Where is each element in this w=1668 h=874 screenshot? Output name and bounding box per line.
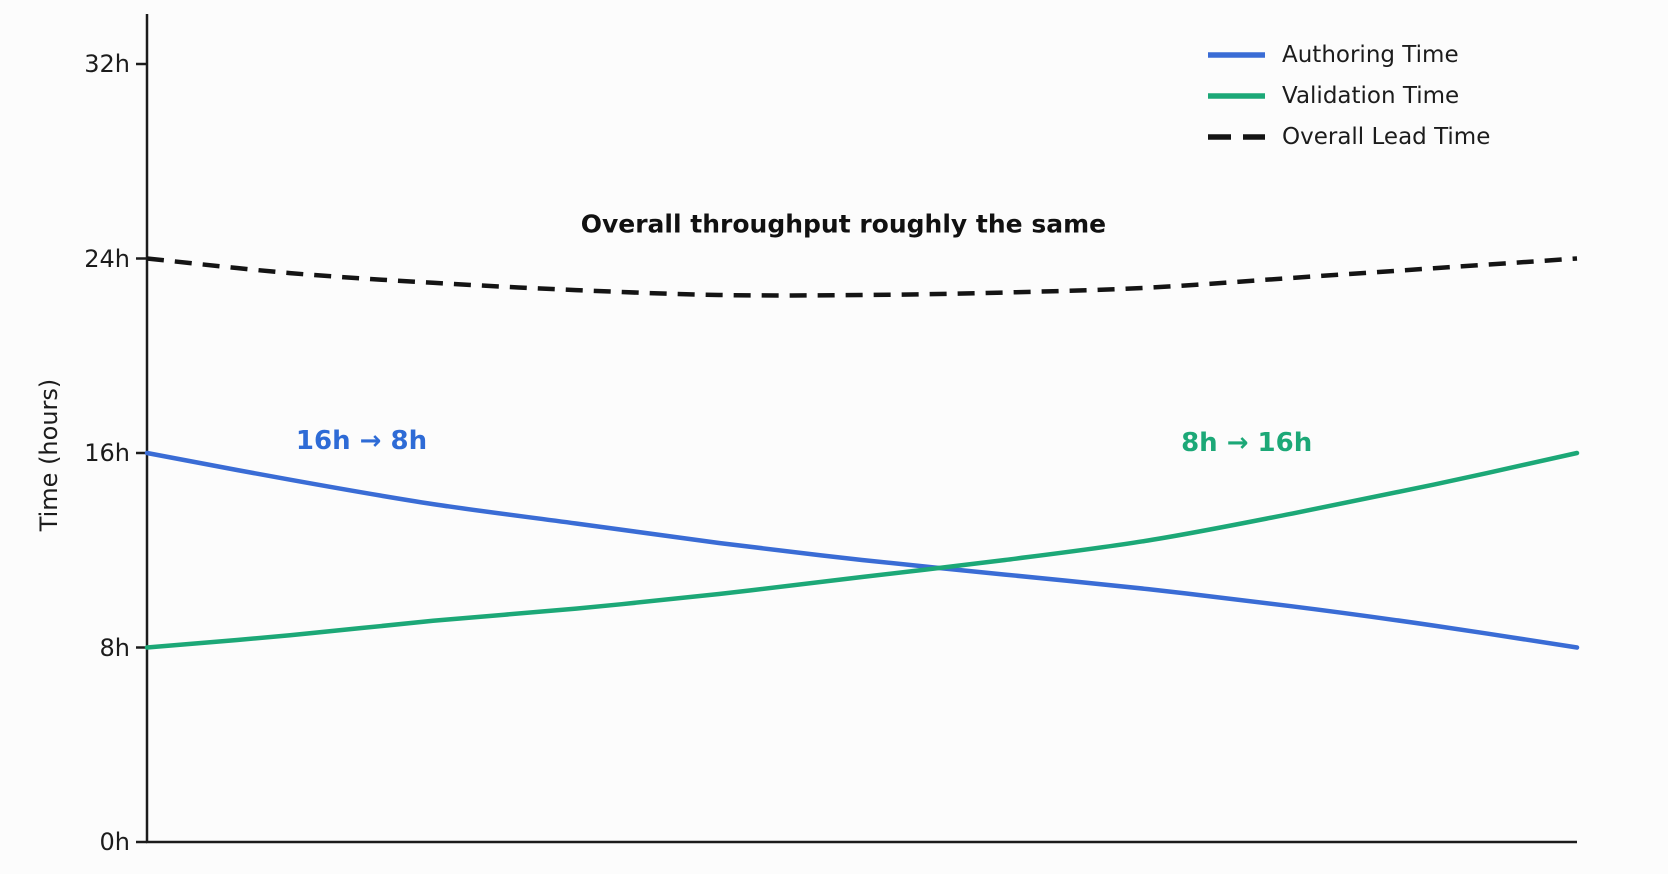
annotation-authoring-note: 16h → 8h: [295, 425, 428, 456]
annotation-overall-note: Overall throughput roughly the same: [580, 209, 1107, 239]
y-tick-label-8h: 8h: [99, 633, 130, 662]
series-line-overall-lead-time: [146, 256, 1578, 298]
y-tick-label-32h: 32h: [84, 50, 130, 78]
y-tick-label-0h: 0h: [99, 828, 130, 856]
legend-label-authoring-time: Authoring Time: [1282, 41, 1459, 68]
annotation-validation-note: 8h → 16h: [1181, 428, 1313, 459]
legend-item-overall-lead-time: Overall Lead Time: [1208, 116, 1528, 157]
legend-swatch-authoring-time: [1208, 51, 1265, 58]
legend-item-authoring-time: Authoring Time: [1208, 34, 1528, 75]
legend-label-overall-lead-time: Overall Lead Time: [1282, 123, 1491, 150]
legend-swatch-overall-lead-time: [1208, 133, 1265, 140]
y-tick-label-24h: 24h: [84, 244, 130, 273]
y-tick-label-16h: 16h: [84, 439, 130, 467]
series-line-validation-time: [144, 450, 1580, 650]
series-line-authoring-time: [144, 450, 1580, 650]
legend: Authoring Time Validation Time Overall Lea…: [1208, 34, 1528, 157]
legend-item-validation-time: Validation Time: [1208, 75, 1528, 116]
legend-label-validation-time: Validation Time: [1282, 82, 1460, 109]
legend-swatch-validation-time: [1208, 92, 1265, 99]
